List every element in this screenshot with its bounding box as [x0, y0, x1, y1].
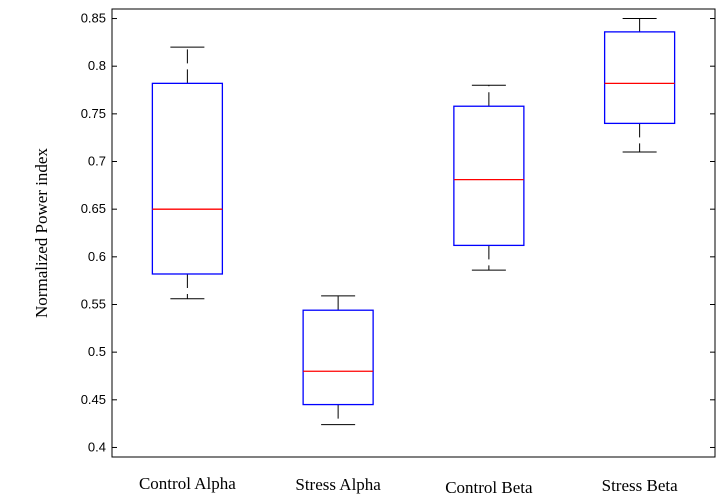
x-category-label: Control Beta [445, 478, 533, 497]
y-tick-label: 0.55 [81, 296, 106, 311]
plot-area-frame [111, 8, 716, 458]
x-category-label: Stress Beta [602, 476, 678, 495]
box-control-beta [453, 84, 525, 271]
iqr-box [151, 82, 224, 275]
y-tick-label: 0.5 [88, 344, 106, 359]
y-axis-title: Normalized Power index [32, 148, 51, 318]
y-tick-label: 0.65 [81, 201, 106, 216]
iqr-box [603, 31, 676, 125]
y-tick-label: 0.4 [88, 439, 106, 454]
y-tick-label: 0.85 [81, 11, 106, 26]
x-axis: Control Alpha Stress Alpha Control Beta Str… [139, 474, 678, 497]
x-category-label: Control Alpha [139, 474, 236, 493]
y-axis: 0.4 0.45 0.5 0.55 0.6 0.65 0.7 0.75 0.8 0.85 [81, 11, 715, 454]
y-tick-label: 0.6 [88, 249, 106, 264]
y-tick-label: 0.45 [81, 392, 106, 407]
iqr-box [453, 105, 525, 247]
y-tick-label: 0.75 [81, 106, 106, 121]
box-control-alpha [151, 46, 224, 300]
iqr-box [302, 309, 374, 406]
box-stress-beta [603, 18, 676, 153]
x-category-label: Stress Alpha [295, 475, 381, 494]
y-tick-label: 0.7 [88, 154, 106, 169]
box-stress-alpha [302, 295, 374, 426]
y-tick-label: 0.8 [88, 58, 106, 73]
boxes-group [151, 18, 676, 426]
